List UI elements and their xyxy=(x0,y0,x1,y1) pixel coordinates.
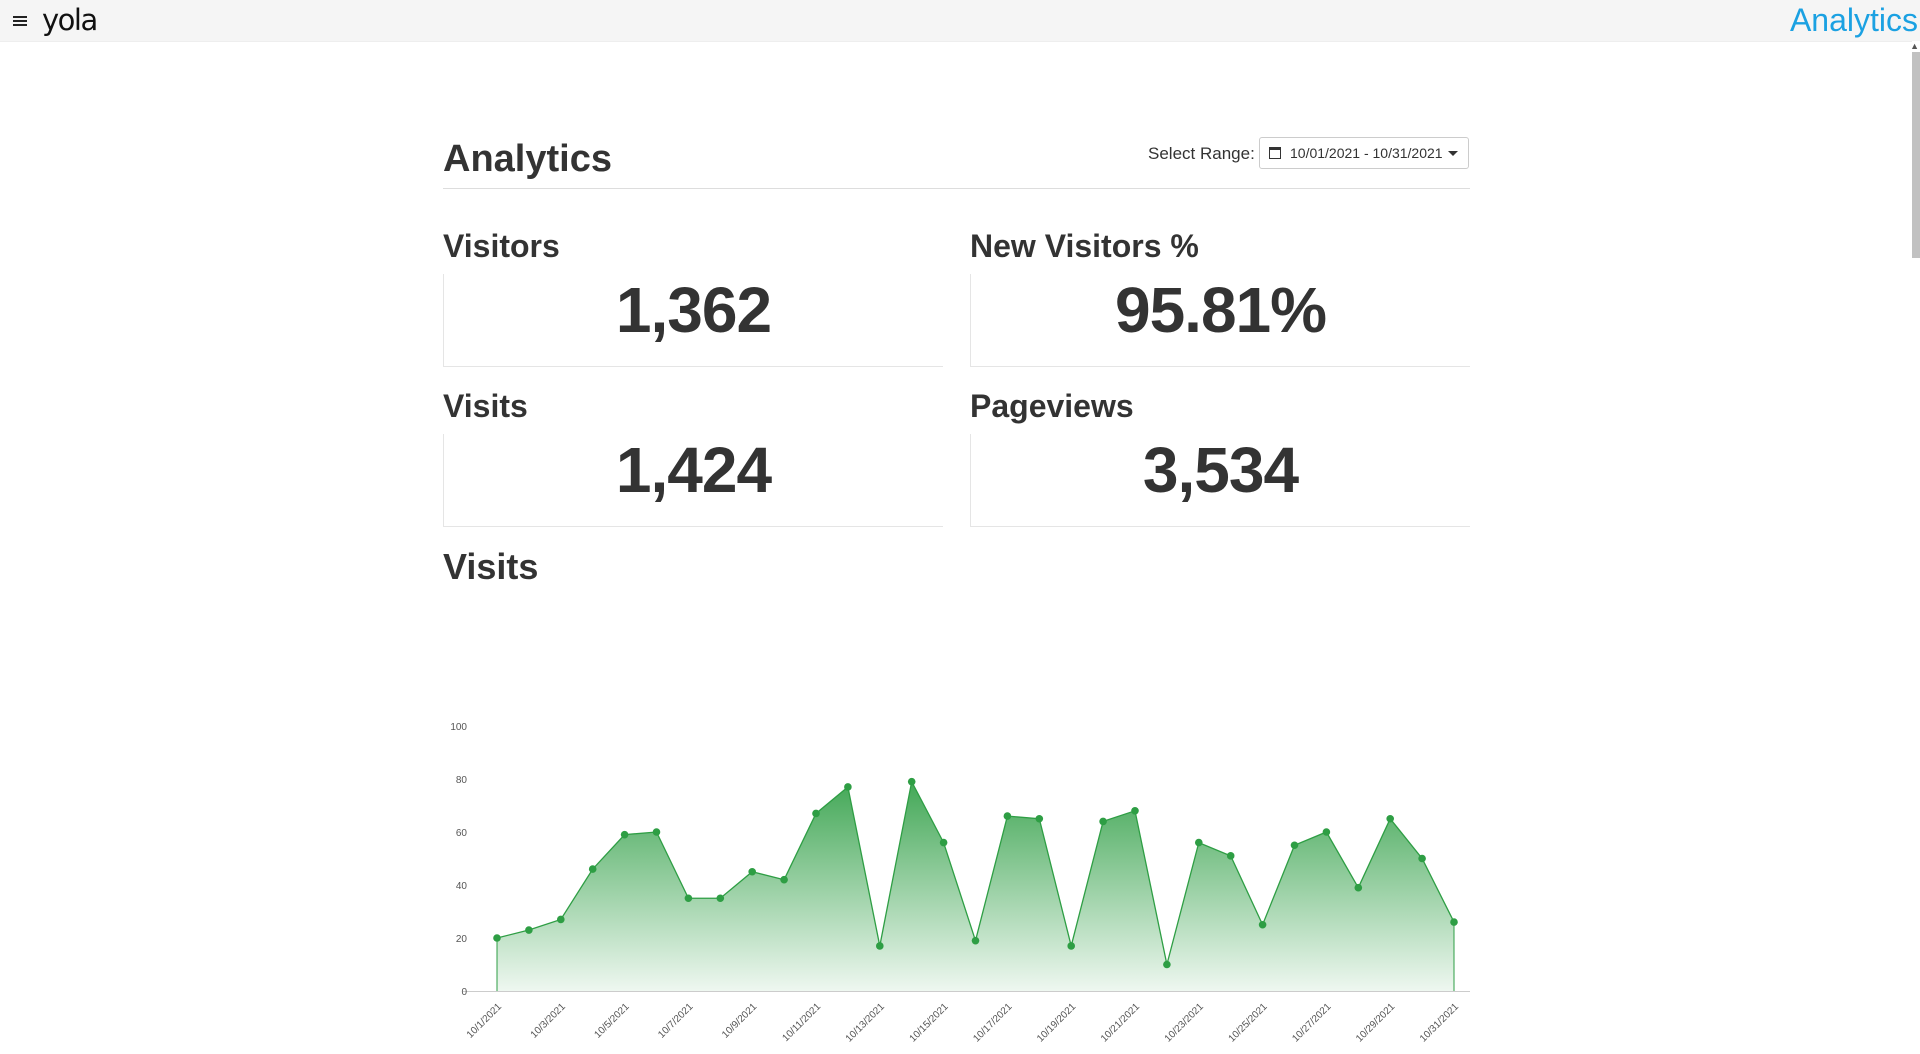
visits-chart: 0 20 40 60 80 100 10/1/2021 10/3/2021 10/5/2021 1… xyxy=(450,722,1470,1045)
x-tick-label: 10/23/2021 xyxy=(1163,1001,1206,1044)
data-point xyxy=(907,777,916,786)
visits-box: 1,424 xyxy=(443,434,943,527)
x-tick-label: 10/29/2021 xyxy=(1354,1001,1397,1044)
visitors-value: 1,362 xyxy=(615,274,772,346)
data-point xyxy=(1195,838,1203,847)
data-point xyxy=(1258,920,1267,929)
range-label: Select Range: xyxy=(1148,144,1255,163)
data-point xyxy=(844,783,852,791)
visitors-label: Visitors xyxy=(443,228,560,264)
top-bar: yola Analytics xyxy=(0,0,1920,42)
y-tick-label: 100 xyxy=(450,722,467,733)
data-point xyxy=(493,934,501,942)
data-point xyxy=(1035,814,1044,823)
y-tick-label: 20 xyxy=(456,934,468,945)
date-range-picker[interactable]: 10/01/2021 - 10/31/2021 xyxy=(1259,137,1469,169)
data-point xyxy=(716,894,725,903)
data-point xyxy=(971,936,980,945)
x-tick-label: 10/9/2021 xyxy=(720,1001,760,1041)
x-tick-label: 10/15/2021 xyxy=(908,1001,951,1044)
x-tick-label: 10/11/2021 xyxy=(780,1001,823,1044)
data-point xyxy=(652,828,661,836)
x-tick-label: 10/3/2021 xyxy=(529,1001,569,1041)
x-tick-label: 10/21/2021 xyxy=(1099,1001,1142,1044)
data-point xyxy=(780,875,788,884)
y-tick-label: 60 xyxy=(456,828,468,839)
data-point xyxy=(812,809,820,818)
data-point xyxy=(876,942,884,950)
x-tick-label: 10/7/2021 xyxy=(656,1001,696,1041)
x-tick-label: 10/17/2021 xyxy=(971,1001,1014,1044)
new-visitors-box: 95.81% xyxy=(970,274,1470,367)
data-point xyxy=(1322,828,1331,836)
app-title: Analytics xyxy=(1789,2,1918,38)
x-tick-label: 10/13/2021 xyxy=(844,1001,887,1044)
page-title: Analytics xyxy=(443,138,612,180)
data-point xyxy=(1418,854,1426,863)
chart-title: Visits xyxy=(443,546,539,587)
page-header: Analytics Select Range: 10/01/2021 - 10/… xyxy=(443,100,1470,189)
y-tick-label: 80 xyxy=(456,775,468,786)
y-tick-label: 40 xyxy=(456,881,468,892)
data-point xyxy=(939,838,948,847)
calendar-icon xyxy=(1269,147,1281,159)
data-point xyxy=(1354,883,1363,892)
new-visitors-value: 95.81% xyxy=(1114,274,1327,346)
data-point xyxy=(557,915,565,924)
visits-series-area xyxy=(497,781,1454,991)
visits-value: 1,424 xyxy=(615,434,772,506)
visits-stat: Visits 1,424 xyxy=(443,388,943,527)
scroll-up-arrow-icon[interactable]: ▲ xyxy=(1910,41,1919,51)
data-point xyxy=(1386,814,1394,823)
x-tick-label: 10/27/2021 xyxy=(1290,1001,1333,1044)
data-point xyxy=(1131,807,1139,815)
main-content: Analytics Select Range: 10/01/2021 - 10/… xyxy=(443,100,1470,1045)
data-point xyxy=(1290,841,1299,850)
new-visitors-label: New Visitors % xyxy=(970,228,1199,264)
x-tick-label: 10/19/2021 xyxy=(1035,1001,1078,1044)
data-point xyxy=(1067,942,1075,950)
hamburger-menu-icon[interactable] xyxy=(13,16,27,26)
x-tick-label: 10/25/2021 xyxy=(1227,1001,1270,1044)
data-point xyxy=(525,926,533,934)
data-point xyxy=(588,865,597,873)
data-point xyxy=(620,830,629,839)
scrollbar-thumb[interactable] xyxy=(1912,52,1920,258)
x-tick-label: 10/5/2021 xyxy=(592,1001,632,1041)
data-point xyxy=(1163,960,1171,969)
data-point xyxy=(1099,817,1107,826)
pageviews-label: Pageviews xyxy=(970,388,1134,424)
pageviews-box: 3,534 xyxy=(970,434,1470,527)
visits-label: Visits xyxy=(443,388,528,424)
new-visitors-stat: New Visitors % 95.81% xyxy=(970,228,1470,367)
data-point xyxy=(1003,812,1012,820)
y-tick-label: 0 xyxy=(461,987,467,998)
data-point xyxy=(684,894,693,903)
data-point xyxy=(748,867,756,876)
x-tick-label: 10/31/2021 xyxy=(1418,1001,1461,1044)
data-point xyxy=(1450,918,1458,926)
scrollbar[interactable] xyxy=(1912,41,1920,954)
x-tick-label: 10/1/2021 xyxy=(465,1001,505,1041)
visitors-box: 1,362 xyxy=(443,274,943,367)
yola-logo[interactable]: yola xyxy=(42,3,98,37)
caret-down-icon xyxy=(1447,150,1458,156)
pageviews-value: 3,534 xyxy=(1142,434,1299,506)
data-point xyxy=(1226,852,1235,860)
date-range-value: 10/01/2021 - 10/31/2021 xyxy=(1290,145,1443,161)
visitors-stat: Visitors 1,362 xyxy=(443,228,943,367)
pageviews-stat: Pageviews 3,534 xyxy=(970,388,1470,527)
